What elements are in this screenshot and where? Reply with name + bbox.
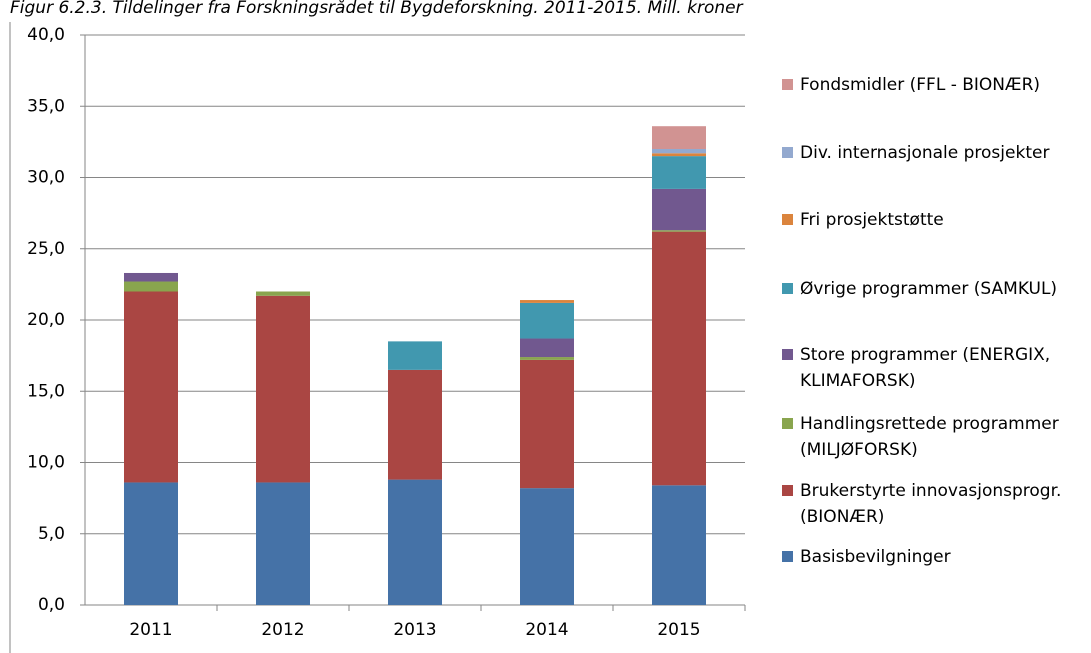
legend-item: Fondsmidler (FFL - BIONÆR) (780, 72, 1080, 98)
y-tick-label: 5,0 (38, 524, 65, 544)
y-tick-label: 0,0 (38, 595, 65, 615)
y-tick-label: 15,0 (27, 381, 65, 401)
legend-item: Handlingsrettede programmer (MILJØFORSK) (780, 411, 1080, 463)
x-tick-label: 2012 (261, 620, 304, 640)
y-tick-label: 30,0 (27, 168, 65, 188)
x-tick-label: 2011 (129, 620, 172, 640)
legend-item: Basisbevilgninger (780, 544, 1080, 570)
x-tick-label: 2014 (525, 620, 568, 640)
bar-segment (388, 479, 442, 605)
legend-label: Brukerstyrte innovasjonsprogr. (BIONÆR) (800, 481, 1062, 527)
y-tick-label: 35,0 (27, 96, 65, 116)
legend-item: Brukerstyrte innovasjonsprogr. (BIONÆR) (780, 478, 1080, 530)
chart-title: Figur 6.2.3. Tildelinger fra Forskningsr… (10, 0, 744, 18)
legend-swatch (782, 147, 793, 158)
bar-segment (652, 149, 706, 154)
legend-label: Fri prosjektstøtte (800, 210, 944, 230)
legend-label: Div. internasjonale prosjekter (800, 143, 1050, 163)
bar-segment (124, 281, 178, 292)
bar-segment (652, 188, 706, 231)
legend-item: Øvrige programmer (SAMKUL) (780, 276, 1080, 302)
legend-item: Store programmer (ENERGIX, KLIMAFORSK) (780, 342, 1080, 394)
legend-swatch (782, 485, 793, 496)
legend-label: Handlingsrettede programmer (MILJØFORSK) (800, 414, 1059, 460)
bar-segment (520, 302, 574, 339)
bar-segment (652, 156, 706, 189)
bar-segment (124, 482, 178, 605)
legend-item: Fri prosjektstøtte (780, 207, 1080, 233)
bar-segment (388, 341, 442, 370)
bar-segment (256, 482, 310, 605)
bar-segment (652, 153, 706, 157)
x-tick-label: 2013 (393, 620, 436, 640)
y-tick-label: 40,0 (27, 25, 65, 45)
legend-swatch (782, 214, 793, 225)
bar-segment (652, 485, 706, 605)
bar-segment (256, 291, 310, 296)
legend-label: Basisbevilgninger (800, 547, 951, 567)
legend-swatch (782, 551, 793, 562)
bar-segment (256, 295, 310, 483)
bar-segment (124, 291, 178, 483)
bar-segment (652, 126, 706, 149)
y-tick-label: 20,0 (27, 310, 65, 330)
x-tick-label: 2015 (657, 620, 700, 640)
bar-segment (520, 300, 574, 303)
y-tick-label: 25,0 (27, 239, 65, 259)
bar-segment (652, 230, 706, 232)
bar-segment (652, 231, 706, 486)
bar-segment (520, 357, 574, 360)
legend-item: Div. internasjonale prosjekter (780, 140, 1080, 166)
bar-segment (388, 369, 442, 480)
bar-segment (520, 359, 574, 489)
bar-segment (124, 272, 178, 282)
legend-label: Fondsmidler (FFL - BIONÆR) (800, 75, 1041, 95)
legend-swatch (782, 79, 793, 90)
legend-label: Øvrige programmer (SAMKUL) (800, 279, 1058, 299)
legend-label: Store programmer (ENERGIX, KLIMAFORSK) (800, 345, 1051, 391)
bar-segment (520, 488, 574, 605)
bar-segment (520, 338, 574, 358)
legend-swatch (782, 349, 793, 360)
legend-swatch (782, 418, 793, 429)
legend-swatch (782, 283, 793, 294)
y-tick-label: 10,0 (27, 453, 65, 473)
